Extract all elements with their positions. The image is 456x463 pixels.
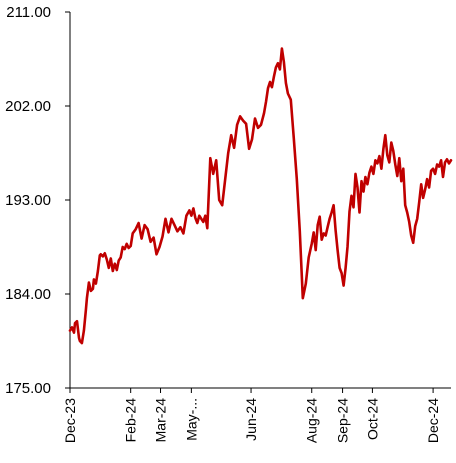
x-tick-label: Mar-24 [153,398,169,443]
y-axis-ticks: 175.00 184.00 193.00 202.00 211.00 [5,4,70,397]
x-tick-label: Dec-24 [425,398,441,443]
x-tick-label: May-... [183,398,199,441]
y-tick-label: 175.00 [5,380,51,397]
x-tick-label: Oct-24 [364,398,380,440]
y-tick-label: 193.00 [5,192,51,209]
x-tick-label: Sep-24 [335,398,351,443]
x-tick-label: Feb-24 [123,398,139,443]
y-tick-label: 184.00 [5,286,51,303]
x-tick-label: Jun-24 [243,398,259,441]
x-tick-label: Aug-24 [304,398,320,443]
x-tick-label: Dec-23 [62,398,78,443]
y-tick-label: 211.00 [6,4,51,21]
x-axis-ticks: Dec-23 Feb-24 Mar-24 May-... Jun-24 Aug-24 Sep… [62,388,441,443]
series-line [68,47,453,345]
y-tick-label: 202.00 [5,98,51,115]
